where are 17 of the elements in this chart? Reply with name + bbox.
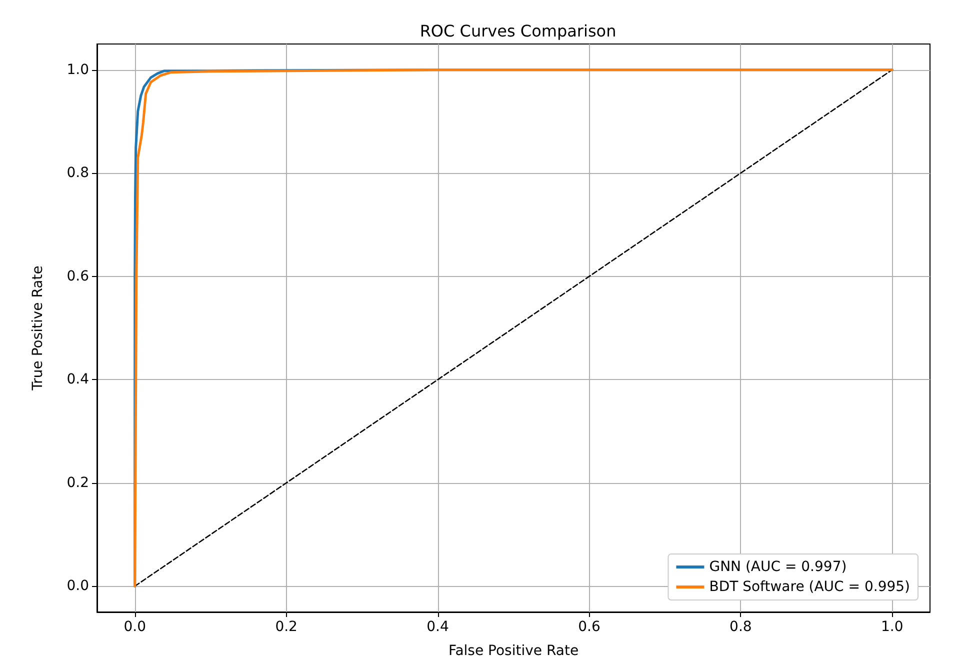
- y-tick-label: 0.6: [66, 268, 90, 284]
- x-tick-label: 0.4: [426, 619, 449, 635]
- x-tick-label: 0.2: [275, 619, 298, 635]
- legend-label: BDT Software (AUC = 0.995): [709, 579, 910, 595]
- y-tick-label: 0.8: [66, 165, 89, 182]
- y-tick-label: 0.4: [66, 372, 90, 388]
- x-tick-label: 1.0: [881, 619, 904, 635]
- x-axis-title: False Positive Rate: [448, 643, 579, 659]
- legend-label: GNN (AUC = 0.997): [709, 559, 847, 575]
- x-tick-label: 0.0: [124, 619, 146, 635]
- y-tick-label: 0.0: [66, 578, 89, 594]
- x-tick-label: 0.6: [578, 619, 600, 635]
- x-tick-label: 0.8: [730, 619, 752, 635]
- chart-title: ROC Curves Comparison: [420, 22, 616, 40]
- y-tick-label: 0.2: [66, 474, 89, 491]
- y-axis-title: True Positive Rate: [30, 266, 46, 392]
- y-tick-label: 1.0: [66, 62, 89, 78]
